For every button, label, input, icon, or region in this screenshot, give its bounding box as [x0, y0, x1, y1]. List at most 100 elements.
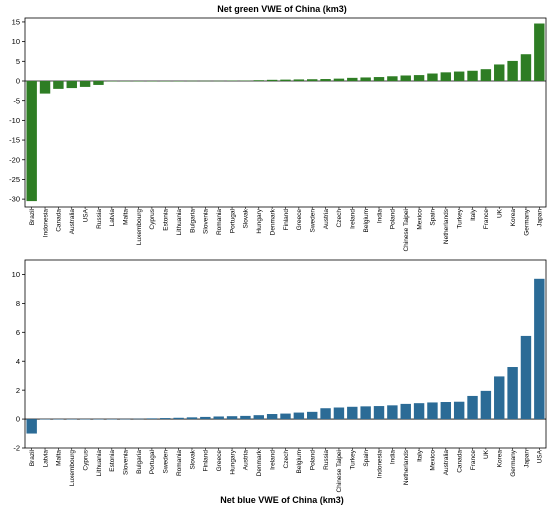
x-category-label: Brazil [29, 208, 36, 225]
bar-blue-spain [360, 406, 371, 420]
x-category-label: Slovak [189, 449, 196, 469]
bar-green-spain [427, 73, 438, 81]
x-category-label: France [483, 209, 490, 230]
bar-green-greece [293, 79, 305, 81]
bar-green-germany [520, 54, 532, 81]
bar-blue-ireland [266, 414, 278, 420]
x-category-label: Australia [443, 450, 450, 476]
y-tick-label: -5 [13, 96, 20, 105]
x-category-label: Hungary [256, 208, 263, 233]
x-category-label: Italy [416, 449, 423, 462]
x-category-label: Germany [523, 208, 530, 235]
x-category-label: Canada [56, 209, 63, 232]
bar-blue-finland [200, 416, 211, 420]
bar-green-finland [280, 79, 291, 81]
x-category-label: Austria [323, 209, 330, 230]
x-category-label: Greece [296, 209, 303, 231]
x-category-label: Spain [430, 209, 437, 226]
bar-green-austria [320, 79, 331, 81]
bar-green-canada [53, 81, 64, 89]
x-category-label: Slovenia [122, 450, 129, 475]
bar-green-japan [534, 23, 545, 81]
x-category-label: Germany [510, 449, 517, 476]
bar-blue-russia [320, 408, 331, 420]
x-category-label: Malta [56, 450, 63, 466]
bar-green-turkey [453, 71, 465, 81]
x-category-label: Turkey [456, 208, 463, 228]
bar-blue-usa [534, 278, 545, 420]
bar-green-usa [79, 81, 91, 87]
x-category-label: Indonesia [376, 450, 383, 479]
x-category-label: Czech [336, 209, 343, 228]
bar-green-hungary [253, 80, 264, 81]
x-category-label: Luxembourg [69, 450, 76, 487]
bar-green-mexico [413, 75, 425, 81]
x-category-label: Cyprus [149, 208, 156, 229]
bar-blue-turkey [347, 406, 358, 420]
x-category-label: Finland [283, 209, 290, 231]
bar-blue-greece [213, 416, 224, 420]
y-tick-label: 6 [16, 328, 20, 337]
x-category-label: Czech [283, 450, 290, 469]
x-category-label: Hungary [229, 449, 236, 474]
bar-blue-sweden [160, 418, 171, 420]
x-category-label: Lithuania [96, 450, 103, 477]
x-category-label: Bulgaria [189, 209, 196, 233]
bar-green-netherlands [440, 72, 452, 81]
x-category-label: Portugal [229, 208, 236, 233]
x-category-label: Romania [176, 450, 183, 476]
bar-green-brazil [26, 81, 37, 202]
x-category-label: USA [82, 208, 89, 222]
y-tick-label: -10 [9, 116, 20, 125]
bar-blue-korea [494, 376, 505, 420]
x-category-label: France [470, 450, 477, 471]
bar-blue-belgium [293, 412, 305, 420]
bar-green-belgium [360, 77, 371, 81]
bar-blue-denmark [253, 415, 264, 420]
y-tick-label: 5 [16, 57, 20, 66]
bar-blue-netherlands [400, 403, 411, 420]
x-category-label: Brazil [29, 449, 36, 466]
x-category-label: Belgium [363, 209, 370, 232]
x-category-label: Lithuania [176, 209, 183, 236]
x-category-label: Spain [363, 450, 370, 467]
y-tick-label: 8 [16, 299, 20, 308]
bar-green-russia [93, 81, 104, 85]
bar-blue-france [467, 395, 478, 420]
bar-blue-mexico [427, 402, 438, 420]
x-category-label: Poland [390, 209, 397, 230]
y-tick-label: 0 [16, 77, 20, 86]
bar-blue-uk [480, 390, 492, 420]
bar-green-poland [387, 76, 398, 81]
y-tick-label: -2 [13, 444, 20, 453]
x-category-label: Mexico [430, 450, 437, 471]
x-category-label: Poland [310, 450, 317, 471]
y-tick-label: 15 [12, 18, 20, 27]
y-tick-label: 10 [12, 270, 20, 279]
bar-green-sweden [307, 79, 318, 81]
x-category-label: Portugal [149, 449, 156, 474]
bar-blue-hungary [226, 416, 238, 420]
bar-blue-romania [173, 417, 184, 420]
x-category-label: Ireland [350, 209, 357, 229]
x-category-label: Slovenia [203, 209, 210, 234]
bar-green-france [480, 69, 492, 81]
x-category-label: Korea [497, 450, 504, 468]
x-category-label: Slovak [243, 208, 250, 228]
x-category-label: Denmark [256, 449, 263, 476]
bar-green-australia [66, 81, 77, 89]
bar-green-italy [467, 70, 478, 81]
y-tick-label: -25 [9, 175, 20, 184]
bar-blue-czech [280, 413, 291, 420]
x-category-label: Australia [69, 209, 76, 235]
x-category-label: Korea [510, 209, 517, 227]
chart-title-blue: Net blue VWE of China (km3) [220, 495, 344, 505]
blue-vwe-panel: -2 0 2 4 6 8 10 Brazil Latvia Malta Luxembourg Cypr… [12, 259, 547, 493]
x-category-label: Luxembourg [136, 209, 143, 246]
bar-blue-brazil [26, 419, 37, 434]
bar-blue-portugal [146, 418, 158, 420]
x-category-label: Cyprus [82, 449, 89, 470]
x-category-label: Sweden [310, 209, 317, 233]
bar-blue-poland [307, 411, 318, 420]
